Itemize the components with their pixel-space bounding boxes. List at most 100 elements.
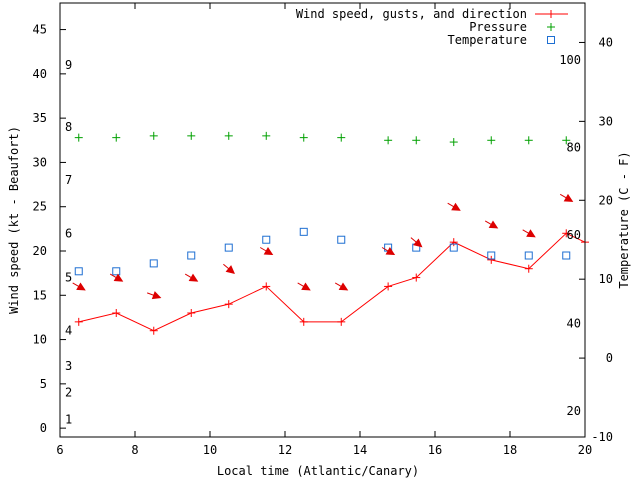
temperature-point xyxy=(487,251,496,260)
beaufort-label: 5 xyxy=(65,271,72,285)
fahrenheit-label: 20 xyxy=(567,404,581,418)
y2-tick-label: 10 xyxy=(599,272,613,286)
wind-speed-point xyxy=(487,255,496,264)
fahrenheit-label: 60 xyxy=(567,228,581,242)
wind-speed-point xyxy=(384,282,393,291)
beaufort-label: 7 xyxy=(65,173,72,187)
y-tick-label: 5 xyxy=(40,377,47,391)
y-tick-label: 35 xyxy=(33,111,47,125)
temperature-point xyxy=(112,267,121,276)
x-tick-label: 8 xyxy=(131,443,138,457)
y2-axis-label: Temperature (C - F) xyxy=(617,151,631,288)
x-tick-label: 14 xyxy=(353,443,367,457)
series-layer xyxy=(74,131,589,335)
temperature-point xyxy=(149,259,158,268)
pressure-point xyxy=(187,131,196,140)
legend-label-temperature: Temperature xyxy=(448,33,527,47)
wind-speed-point xyxy=(449,238,458,247)
pressure-point xyxy=(299,133,308,142)
temperature-point xyxy=(337,235,346,244)
beaufort-label: 3 xyxy=(65,359,72,373)
pressure-point xyxy=(412,136,421,145)
series-1 xyxy=(74,131,571,147)
legend-sample-pressure xyxy=(547,23,555,31)
y2-tick-label: 0 xyxy=(606,351,613,365)
beaufort-label: 8 xyxy=(65,120,72,134)
temperature-point xyxy=(449,243,458,252)
beaufort-label: 2 xyxy=(65,386,72,400)
x-tick-label: 10 xyxy=(203,443,217,457)
fahrenheit-label: 80 xyxy=(567,140,581,154)
pressure-point xyxy=(562,136,571,145)
x-tick-label: 6 xyxy=(56,443,63,457)
wind-speed-point xyxy=(74,317,83,326)
y-tick-label: 10 xyxy=(33,333,47,347)
y-tick-label: 30 xyxy=(33,155,47,169)
temperature-point xyxy=(224,243,233,252)
wind-arrow xyxy=(381,247,396,256)
pressure-point xyxy=(384,136,393,145)
y-tick-label: 45 xyxy=(33,23,47,37)
wind-speed-point xyxy=(562,229,571,238)
wind-speed-point xyxy=(224,300,233,309)
y-tick-label: 40 xyxy=(33,67,47,81)
wind-speed-point xyxy=(149,326,158,335)
beaufort-label: 9 xyxy=(65,58,72,72)
y-tick-label: 20 xyxy=(33,244,47,258)
wind-speed-point xyxy=(299,317,308,326)
y2-tick-label: 20 xyxy=(599,193,613,207)
pressure-point xyxy=(337,133,346,142)
wind-arrow xyxy=(109,273,124,282)
legend-label-pressure: Pressure xyxy=(469,20,527,34)
x-tick-label: 12 xyxy=(278,443,292,457)
x-axis-label: Local time (Atlantic/Canary) xyxy=(217,464,419,478)
fahrenheit-label: 40 xyxy=(567,316,581,330)
temperature-point xyxy=(187,251,196,260)
temperature-point xyxy=(524,251,533,260)
fahrenheit-label: 100 xyxy=(559,53,581,67)
x-tick-label: 18 xyxy=(503,443,517,457)
wind-arrow-layer xyxy=(72,193,574,300)
pressure-point xyxy=(112,133,121,142)
label-layer: 6 8 10 12 14 16 18 20051015202530354045-1001020… xyxy=(33,23,613,457)
wind-arrow xyxy=(559,193,574,202)
wind-speed-point xyxy=(524,264,533,273)
y-axis-label: Wind speed (kt - Beaufort) xyxy=(7,126,21,314)
wind-arrow xyxy=(259,247,274,256)
wind-speed-point xyxy=(337,317,346,326)
y2-tick-label: 40 xyxy=(599,35,613,49)
y-tick-label: 15 xyxy=(33,288,47,302)
pressure-point xyxy=(224,131,233,140)
legend: Wind speed, gusts, and direction Pressur… xyxy=(296,7,568,47)
pressure-point xyxy=(449,138,458,147)
plot-frame xyxy=(59,2,586,438)
y-tick-label: 25 xyxy=(33,200,47,214)
wind-arrow xyxy=(72,282,86,291)
wind-arrow xyxy=(410,237,423,248)
pressure-point xyxy=(487,136,496,145)
temperature-point xyxy=(74,267,83,276)
wind-arrow xyxy=(522,229,536,238)
y2-tick-label: -10 xyxy=(591,430,613,444)
beaufort-label: 6 xyxy=(65,226,72,240)
wind-arrow xyxy=(297,282,311,291)
wind-arrow xyxy=(147,291,162,300)
wind-arrow xyxy=(184,273,199,282)
pressure-point xyxy=(149,131,158,140)
y-tick-label: 0 xyxy=(40,421,47,435)
wind-arrow xyxy=(334,282,349,291)
beaufort-label: 1 xyxy=(65,412,72,426)
wind-arrow xyxy=(447,202,461,211)
legend-sample-temperature xyxy=(547,36,555,44)
temperature-point xyxy=(562,251,571,260)
wind-arrow xyxy=(484,220,499,229)
wind-speed-point xyxy=(187,309,196,317)
y2-tick-label: 30 xyxy=(599,114,613,128)
temperature-point xyxy=(299,227,308,236)
tick-layer xyxy=(59,3,586,438)
temperature-point xyxy=(262,235,271,244)
wind-speed-point xyxy=(412,273,421,282)
pressure-point xyxy=(74,133,83,142)
